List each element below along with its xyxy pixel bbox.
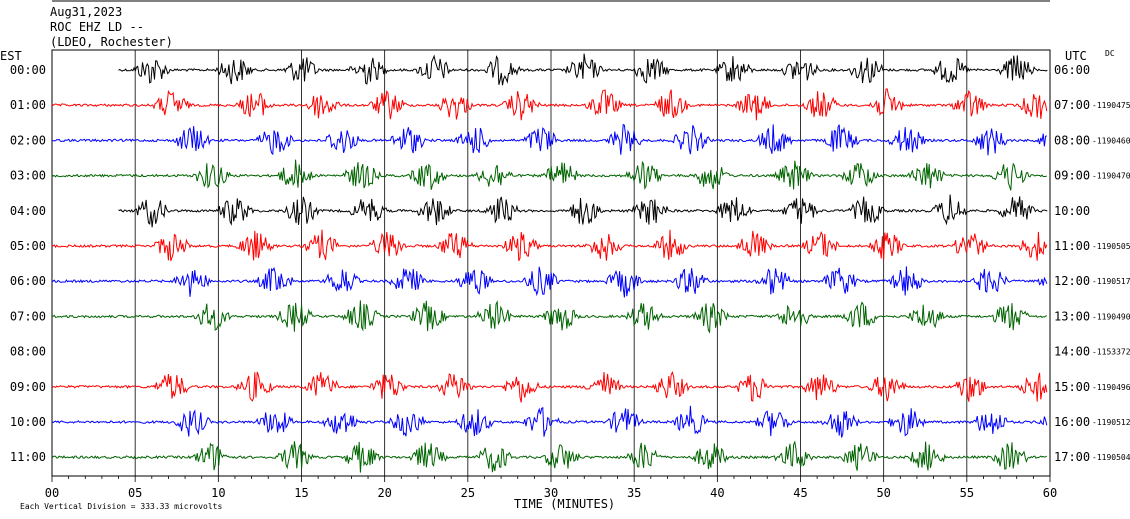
x-tick-label: 05 — [128, 486, 142, 500]
header-date: Aug31,2023 — [50, 5, 122, 19]
utc-row-label: 08:00 — [1054, 133, 1090, 147]
trace-row-0100 — [51, 88, 1048, 121]
est-row-label: 08:00 — [10, 345, 46, 359]
left-axis-label: EST — [0, 49, 22, 63]
footer-note: Each Vertical Division = 333.33 microvol… — [20, 502, 222, 511]
trace-row-1100 — [51, 440, 1048, 473]
trace-row-0500 — [51, 229, 1048, 262]
est-row-label: 10:00 — [10, 415, 46, 429]
plot-grid — [51, 0, 1051, 482]
x-tick-label: 20 — [377, 486, 391, 500]
x-tick-label: 25 — [461, 486, 475, 500]
x-tick-label: 35 — [627, 486, 641, 500]
header-station: ROC EHZ LD -- — [50, 20, 144, 34]
est-row-label: 03:00 — [10, 169, 46, 183]
dc-offset-label: -1190496 — [1092, 383, 1130, 392]
est-row-label: 11:00 — [10, 450, 46, 464]
x-tick-label: 30 — [544, 486, 558, 500]
dc-offset-label: -1190475 — [1092, 101, 1130, 110]
trace-row-0000 — [118, 53, 1048, 86]
utc-row-label: 16:00 — [1054, 415, 1090, 429]
x-tick-label: 55 — [960, 486, 974, 500]
utc-row-label: 10:00 — [1054, 204, 1090, 218]
dc-offset-label: -1190512 — [1092, 418, 1130, 427]
trace-row-1000 — [51, 405, 1048, 438]
dc-offset-label: -1190517 — [1092, 277, 1130, 286]
est-row-label: 09:00 — [10, 380, 46, 394]
utc-row-label: 06:00 — [1054, 63, 1090, 77]
axis-labels: Aug31,2023 ROC EHZ LD -- (LDEO, Rocheste… — [0, 5, 1130, 511]
est-row-label: 01:00 — [10, 98, 46, 112]
est-row-label: 00:00 — [10, 63, 46, 77]
header-network: (LDEO, Rochester) — [50, 35, 173, 49]
trace-row-0200 — [52, 123, 1047, 156]
utc-row-label: 15:00 — [1054, 380, 1090, 394]
dc-offset-label: -1190490 — [1092, 312, 1130, 321]
trace-row-0300 — [51, 159, 1047, 191]
x-tick-label: 00 — [45, 486, 59, 500]
dc-offset-label: -1190470 — [1092, 172, 1130, 181]
trace-row-0600 — [51, 266, 1048, 298]
dc-offset-label: -1190460 — [1092, 136, 1130, 145]
x-tick-label: 40 — [710, 486, 724, 500]
x-tick-label: 50 — [876, 486, 890, 500]
right-axis-label: UTC — [1065, 49, 1087, 63]
utc-row-label: 13:00 — [1054, 309, 1090, 323]
est-row-label: 05:00 — [10, 239, 46, 253]
trace-row-0700 — [51, 299, 1047, 334]
seismic-traces — [51, 53, 1048, 473]
x-tick-label: 45 — [793, 486, 807, 500]
utc-row-label: 14:00 — [1054, 345, 1090, 359]
x-tick-label: 10 — [211, 486, 225, 500]
est-row-label: 07:00 — [10, 309, 46, 323]
dc-offset-label: -1190504 — [1092, 453, 1130, 462]
utc-row-label: 11:00 — [1054, 239, 1090, 253]
x-tick-label: 15 — [294, 486, 308, 500]
dc-offset-label: -1153372 — [1092, 348, 1130, 357]
right-axis-note: DC — [1105, 49, 1115, 58]
trace-row-0900 — [51, 370, 1048, 403]
x-axis-title: TIME (MINUTES) — [514, 497, 615, 511]
est-row-label: 04:00 — [10, 204, 46, 218]
est-row-label: 02:00 — [10, 133, 46, 147]
utc-row-label: 07:00 — [1054, 98, 1090, 112]
x-tick-label: 60 — [1043, 486, 1057, 500]
dc-offset-label: -1190505 — [1092, 242, 1130, 251]
utc-row-label: 12:00 — [1054, 274, 1090, 288]
utc-row-label: 09:00 — [1054, 169, 1090, 183]
utc-row-label: 17:00 — [1054, 450, 1090, 464]
est-row-label: 06:00 — [10, 274, 46, 288]
trace-row-0400 — [118, 194, 1048, 228]
